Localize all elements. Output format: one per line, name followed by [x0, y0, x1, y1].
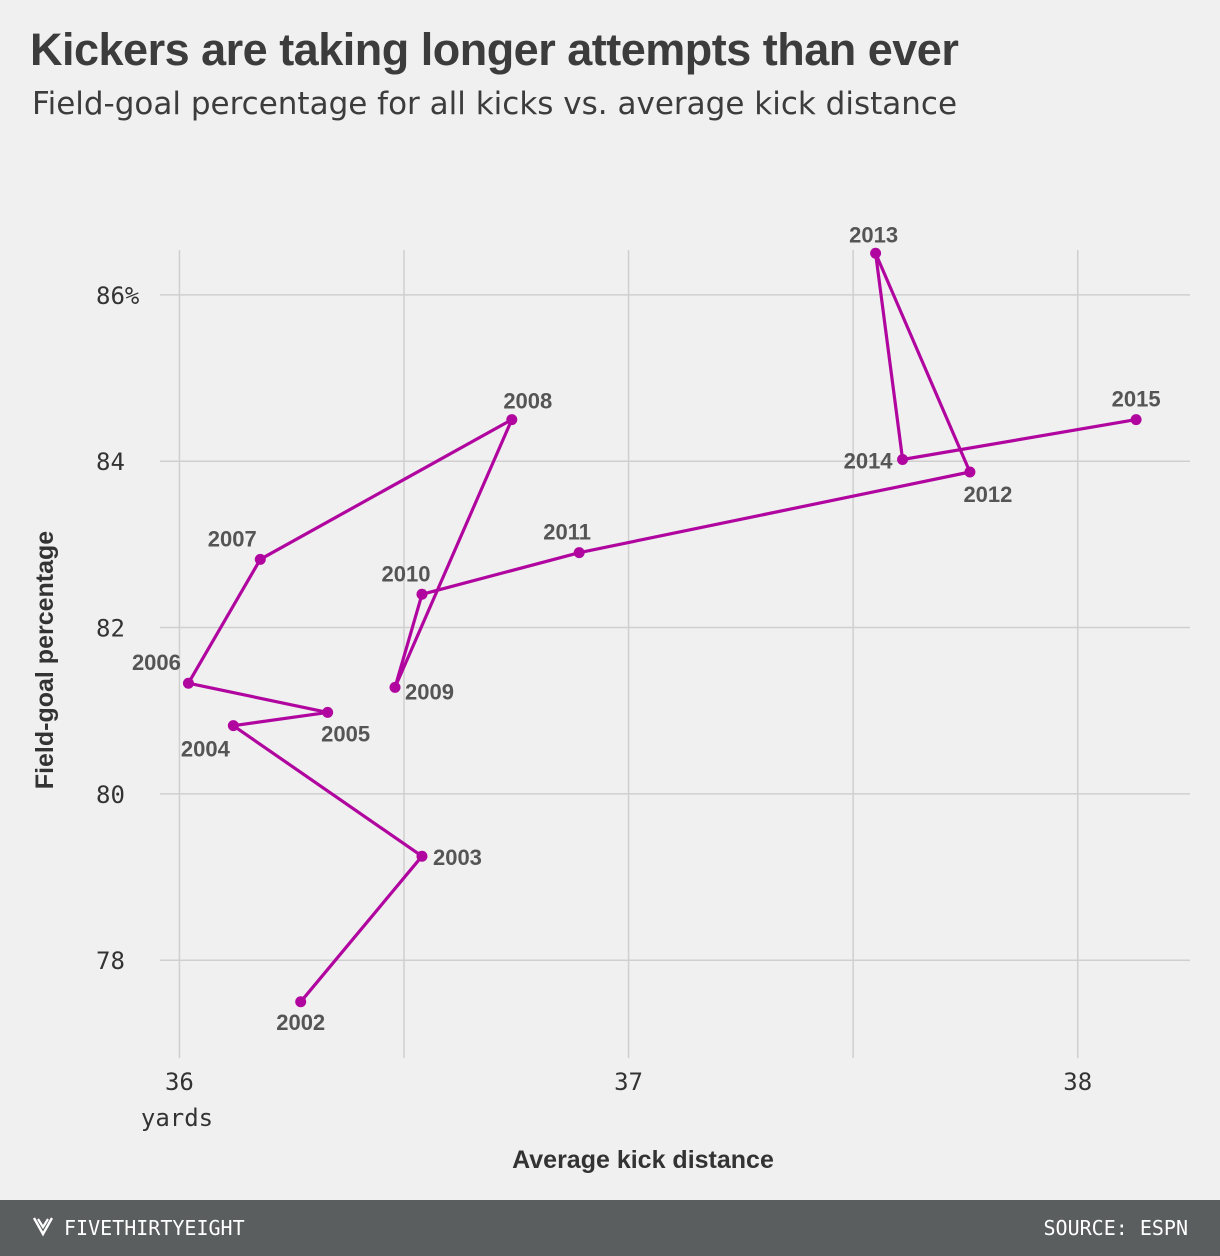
data-point: [573, 547, 585, 559]
point-label: 2010: [381, 561, 430, 586]
x-axis-title: Average kick distance: [512, 1146, 774, 1174]
x-axis-unit-label: yards: [141, 1104, 213, 1132]
brand: FIVETHIRTYEIGHT: [32, 1200, 245, 1256]
point-label: 2008: [503, 389, 552, 414]
point-label: 2014: [844, 449, 894, 474]
y-tick-label: 78: [96, 947, 125, 975]
data-point: [182, 677, 194, 689]
chart-title: Kickers are taking longer attempts than …: [30, 24, 959, 75]
grid-layer: [160, 250, 1190, 1058]
y-tick-label-bg: [90, 445, 130, 478]
data-point: [964, 466, 976, 478]
data-point: [1130, 414, 1142, 426]
point-label: 2011: [543, 520, 591, 545]
point-label: 2003: [433, 845, 482, 870]
y-axis-title: Field-goal percentage: [31, 531, 59, 789]
x-tick-label: 36: [165, 1068, 194, 1096]
data-point: [389, 681, 401, 693]
point-label: 2002: [276, 1010, 325, 1035]
point-label: 2015: [1112, 387, 1161, 412]
footer-bar: FIVETHIRTYEIGHT SOURCE: ESPN: [0, 1200, 1220, 1256]
data-point: [416, 850, 428, 862]
data-point: [227, 720, 239, 732]
data-point: [870, 247, 882, 259]
point-label: 2005: [321, 721, 370, 746]
y-tick-label: 80: [96, 781, 125, 809]
y-tick-label-bg: [90, 611, 130, 644]
y-tick-label-bg: [90, 944, 130, 977]
y-tick-label: 84: [96, 448, 125, 476]
y-tick-label: 86%: [96, 282, 140, 310]
point-label: 2006: [132, 650, 181, 675]
point-label: 2009: [405, 679, 454, 704]
data-point: [416, 588, 428, 600]
point-label: 2004: [181, 737, 231, 762]
brand-name: FIVETHIRTYEIGHT: [64, 1216, 245, 1240]
point-label-layer: 2002 2003 2004 2005 2006 2007 2008 2009 2010 2011…: [132, 222, 1161, 1035]
data-point: [897, 454, 909, 466]
y-tick-label: 82: [96, 615, 125, 643]
chart-subtitle: Field-goal percentage for all kicks vs. …: [32, 86, 958, 122]
data-point: [506, 414, 518, 426]
y-tick-label-bg: [90, 278, 145, 311]
point-label: 2012: [963, 482, 1012, 507]
fivethirtyeight-logo-icon: [32, 1215, 54, 1242]
x-tick-label: 37: [614, 1068, 643, 1096]
series-layer: [182, 247, 1142, 1008]
data-point: [254, 553, 266, 565]
y-tick-label-bg: [90, 777, 130, 810]
tick-label-layer: 36 37 38 78 80 82 84 86%: [90, 278, 1092, 1096]
source-note: SOURCE: ESPN: [1043, 1216, 1189, 1240]
data-point: [322, 706, 334, 718]
data-point: [295, 996, 307, 1008]
x-tick-label: 38: [1063, 1068, 1092, 1096]
point-label: 2007: [208, 526, 257, 551]
point-label: 2013: [849, 222, 898, 247]
series-line: [186, 251, 1137, 1003]
